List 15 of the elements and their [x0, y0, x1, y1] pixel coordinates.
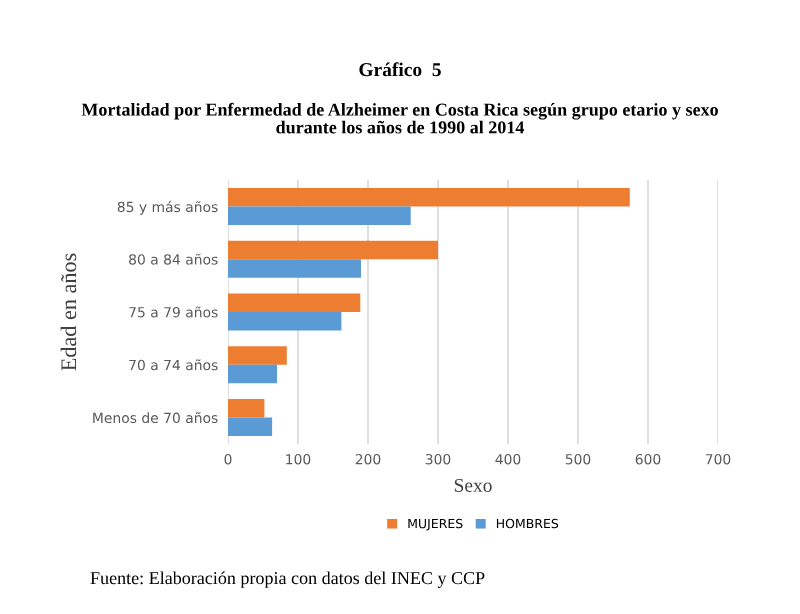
- bar: [228, 312, 342, 331]
- bar: [228, 187, 630, 207]
- bar: [228, 240, 438, 260]
- bar: [228, 293, 361, 312]
- bar: [228, 259, 361, 278]
- chart-title: Gráfico 5: [359, 62, 441, 77]
- chart-subtitle: Mortalidad por Enfermedad de Alzheimer en Costa Rica según grupo etario y sexo durante los años de 1990 al 2014: [81, 102, 718, 134]
- x-axis-title: Sexo: [454, 478, 492, 492]
- bar: [228, 399, 265, 418]
- bar: [228, 364, 277, 384]
- y-axis-title: Edad en años: [60, 253, 77, 371]
- bar: [228, 206, 411, 225]
- bar: [228, 417, 273, 437]
- bar: [228, 346, 287, 365]
- source-note: Fuente: Elaboración propia con datos del INEC y CCP: [90, 571, 485, 588]
